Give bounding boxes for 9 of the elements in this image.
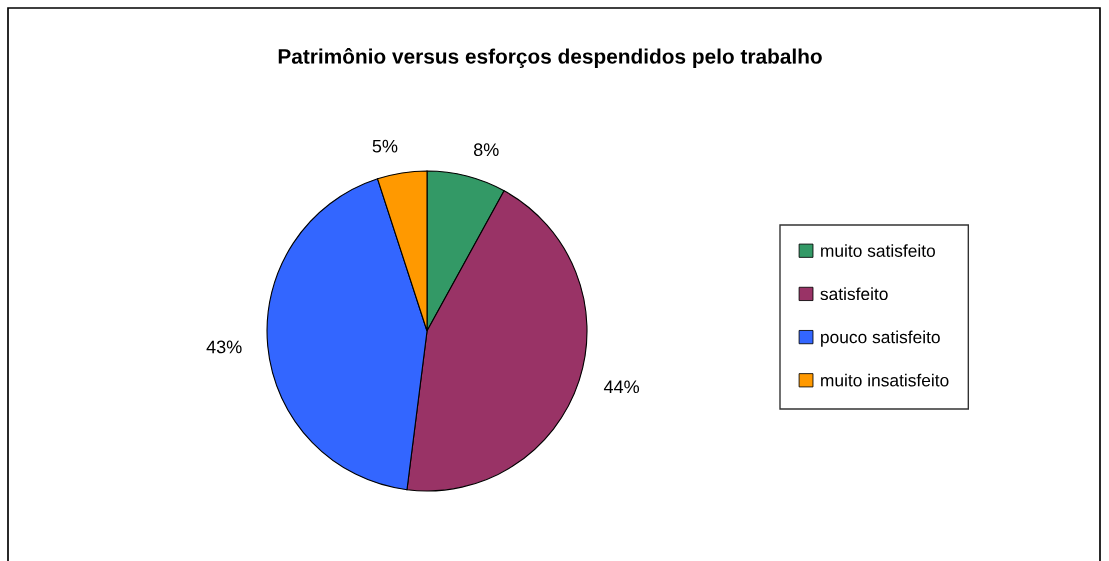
data-label: 8% (473, 143, 499, 157)
data-label: 44% (603, 380, 640, 394)
legend-label: pouco satisfeito (821, 330, 940, 347)
legend-label: satisfeito (820, 287, 888, 301)
data-label: 43% (206, 340, 242, 354)
data-label: 5% (372, 139, 398, 153)
legend-label: muito satisfeito (821, 244, 935, 257)
chart-title: Patrimônio versus esforços despendidos pelo trabalho (278, 48, 822, 68)
legend-label: muito insatisfeito (821, 373, 949, 387)
